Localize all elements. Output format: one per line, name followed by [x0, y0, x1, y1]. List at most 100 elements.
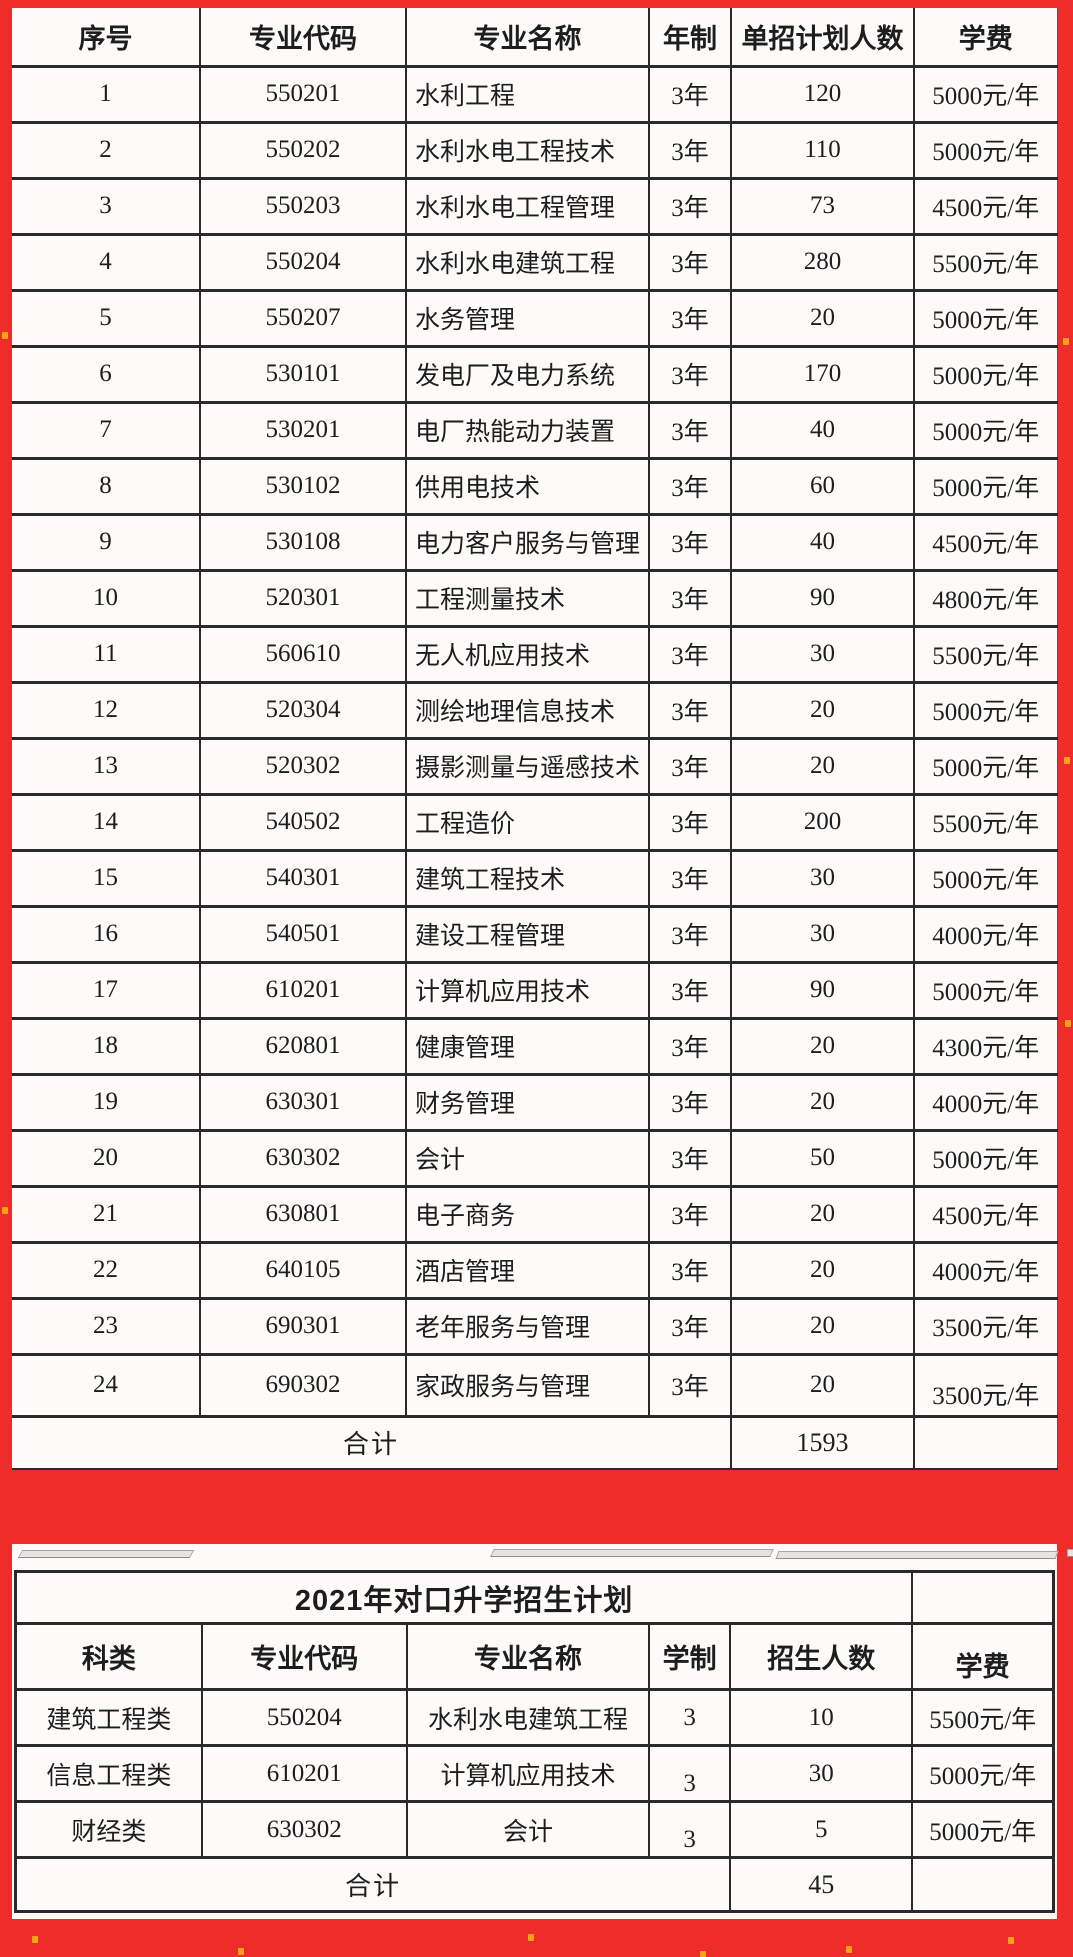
cell-tuition: 3500元/年 — [913, 1352, 1058, 1418]
table2-header-tuition: 学费 — [911, 1622, 1055, 1691]
scan-shadow-sliver — [1067, 1549, 1073, 1557]
cell-plan_count: 40 — [730, 512, 915, 572]
paper-speck — [2, 332, 8, 339]
cell-duration: 3 — [648, 1744, 732, 1803]
cell-major_name: 工程造价 — [405, 792, 650, 852]
paper-speck — [2, 1207, 8, 1214]
cell-index: 22 — [12, 1240, 201, 1300]
table-row: 2 550202 水利水电工程技术 3年 110 5000元/年 — [12, 120, 1058, 180]
table-row: 10 520301 工程测量技术 3年 90 4800元/年 — [12, 568, 1058, 628]
table1-header-major_code: 专业代码 — [199, 8, 407, 68]
table-row: 信息工程类 610201 计算机应用技术 3 30 5000元/年 — [14, 1744, 1055, 1803]
cell-duration: 3年 — [648, 624, 732, 684]
cell-index: 1 — [12, 64, 201, 124]
table-row: 1 550201 水利工程 3年 120 5000元/年 — [12, 64, 1058, 124]
cell-plan_count: 40 — [730, 400, 915, 460]
cell-major_name: 发电厂及电力系统 — [405, 344, 650, 404]
cell-plan_count: 20 — [730, 1296, 915, 1356]
cell-category: 财经类 — [14, 1800, 203, 1859]
cell-tuition: 5000元/年 — [913, 680, 1058, 740]
table2-header-category: 科类 — [14, 1622, 203, 1691]
cell-major_code: 550204 — [200, 1688, 408, 1747]
cell-major_code: 690301 — [199, 1296, 407, 1356]
cell-tuition: 5500元/年 — [911, 1688, 1055, 1747]
cell-major_name: 建筑工程技术 — [405, 848, 650, 908]
cell-plan_count: 20 — [730, 1016, 915, 1076]
cell-major_code: 610201 — [200, 1744, 408, 1803]
cell-enroll_count: 10 — [729, 1688, 914, 1747]
cell-major_code: 610201 — [199, 960, 407, 1020]
cell-major_code: 530102 — [199, 456, 407, 516]
cell-duration: 3年 — [648, 344, 732, 404]
cell-major_name: 会计 — [405, 1128, 650, 1188]
cell-tuition: 5000元/年 — [913, 400, 1058, 460]
cell-tuition: 4300元/年 — [913, 1016, 1058, 1076]
cell-tuition: 4500元/年 — [913, 176, 1058, 236]
cell-duration: 3年 — [648, 1016, 732, 1076]
table1-header-tuition: 学费 — [913, 8, 1058, 68]
table-total-row: 合计 45 — [14, 1856, 1055, 1913]
table-row: 6 530101 发电厂及电力系统 3年 170 5000元/年 — [12, 344, 1058, 404]
table-total-row: 合计 1593 — [12, 1414, 1058, 1470]
cell-index: 5 — [12, 288, 201, 348]
cell-major_name: 会计 — [405, 1800, 651, 1859]
cell-duration: 3年 — [648, 1072, 732, 1132]
paper-speck — [1065, 1020, 1071, 1027]
cell-tuition: 5000元/年 — [913, 1128, 1058, 1188]
paper-speck — [1008, 1937, 1014, 1944]
cell-plan_count: 20 — [730, 288, 915, 348]
cell-major_name: 计算机应用技术 — [405, 960, 650, 1020]
cell-category: 信息工程类 — [14, 1744, 203, 1803]
paper-speck — [32, 1936, 38, 1943]
cell-index: 13 — [12, 736, 201, 796]
cell-duration: 3年 — [648, 792, 732, 852]
t2-total-value: 45 — [729, 1856, 914, 1913]
cell-tuition: 5000元/年 — [913, 288, 1058, 348]
cell-major_name: 电力客户服务与管理 — [405, 512, 650, 572]
cell-index: 16 — [12, 904, 201, 964]
cell-major_code: 530108 — [199, 512, 407, 572]
cell-index: 24 — [12, 1352, 201, 1418]
cell-major_code: 550201 — [199, 64, 407, 124]
cell-major_code: 540501 — [199, 904, 407, 964]
cell-duration: 3年 — [648, 960, 732, 1020]
paper-speck — [238, 1948, 244, 1955]
cell-index: 6 — [12, 344, 201, 404]
cell-duration: 3年 — [648, 1184, 732, 1244]
cell-major_code: 550207 — [199, 288, 407, 348]
cell-major_code: 630302 — [200, 1800, 408, 1859]
table-row: 建筑工程类 550204 水利水电建筑工程 3 10 5500元/年 — [14, 1688, 1055, 1747]
table2-header-duration: 学制 — [648, 1622, 732, 1691]
cell-duration: 3年 — [648, 568, 732, 628]
paper-speck — [1064, 757, 1070, 764]
table-row: 13 520302 摄影测量与遥感技术 3年 20 5000元/年 — [12, 736, 1058, 796]
table-row: 12 520304 测绘地理信息技术 3年 20 5000元/年 — [12, 680, 1058, 740]
table-row: 8 530102 供用电技术 3年 60 5000元/年 — [12, 456, 1058, 516]
cell-tuition: 5000元/年 — [913, 456, 1058, 516]
cell-plan_count: 73 — [730, 176, 915, 236]
cell-major_name: 供用电技术 — [405, 456, 650, 516]
cell-category: 建筑工程类 — [14, 1688, 203, 1747]
cell-index: 10 — [12, 568, 201, 628]
t2-total-empty-cell — [911, 1856, 1055, 1913]
cell-index: 3 — [12, 176, 201, 236]
table-row: 财经类 630302 会计 3 5 5000元/年 — [14, 1800, 1055, 1859]
cell-index: 12 — [12, 680, 201, 740]
scan-shadow-sliver — [775, 1551, 1059, 1559]
cell-major_name: 测绘地理信息技术 — [405, 680, 650, 740]
cell-tuition: 5000元/年 — [913, 120, 1058, 180]
cell-major_code: 630302 — [199, 1128, 407, 1188]
paper-speck — [700, 1951, 706, 1957]
scan-seam-strip — [12, 1544, 1073, 1568]
cell-index: 15 — [12, 848, 201, 908]
cell-major_name: 水务管理 — [405, 288, 650, 348]
cell-plan_count: 50 — [730, 1128, 915, 1188]
cell-major_code: 620801 — [199, 1016, 407, 1076]
cell-plan_count: 90 — [730, 568, 915, 628]
t2-total-label: 合计 — [14, 1856, 732, 1913]
cell-major_code: 540301 — [199, 848, 407, 908]
cell-plan_count: 110 — [730, 120, 915, 180]
cell-index: 18 — [12, 1016, 201, 1076]
cell-major_code: 690302 — [199, 1352, 407, 1418]
